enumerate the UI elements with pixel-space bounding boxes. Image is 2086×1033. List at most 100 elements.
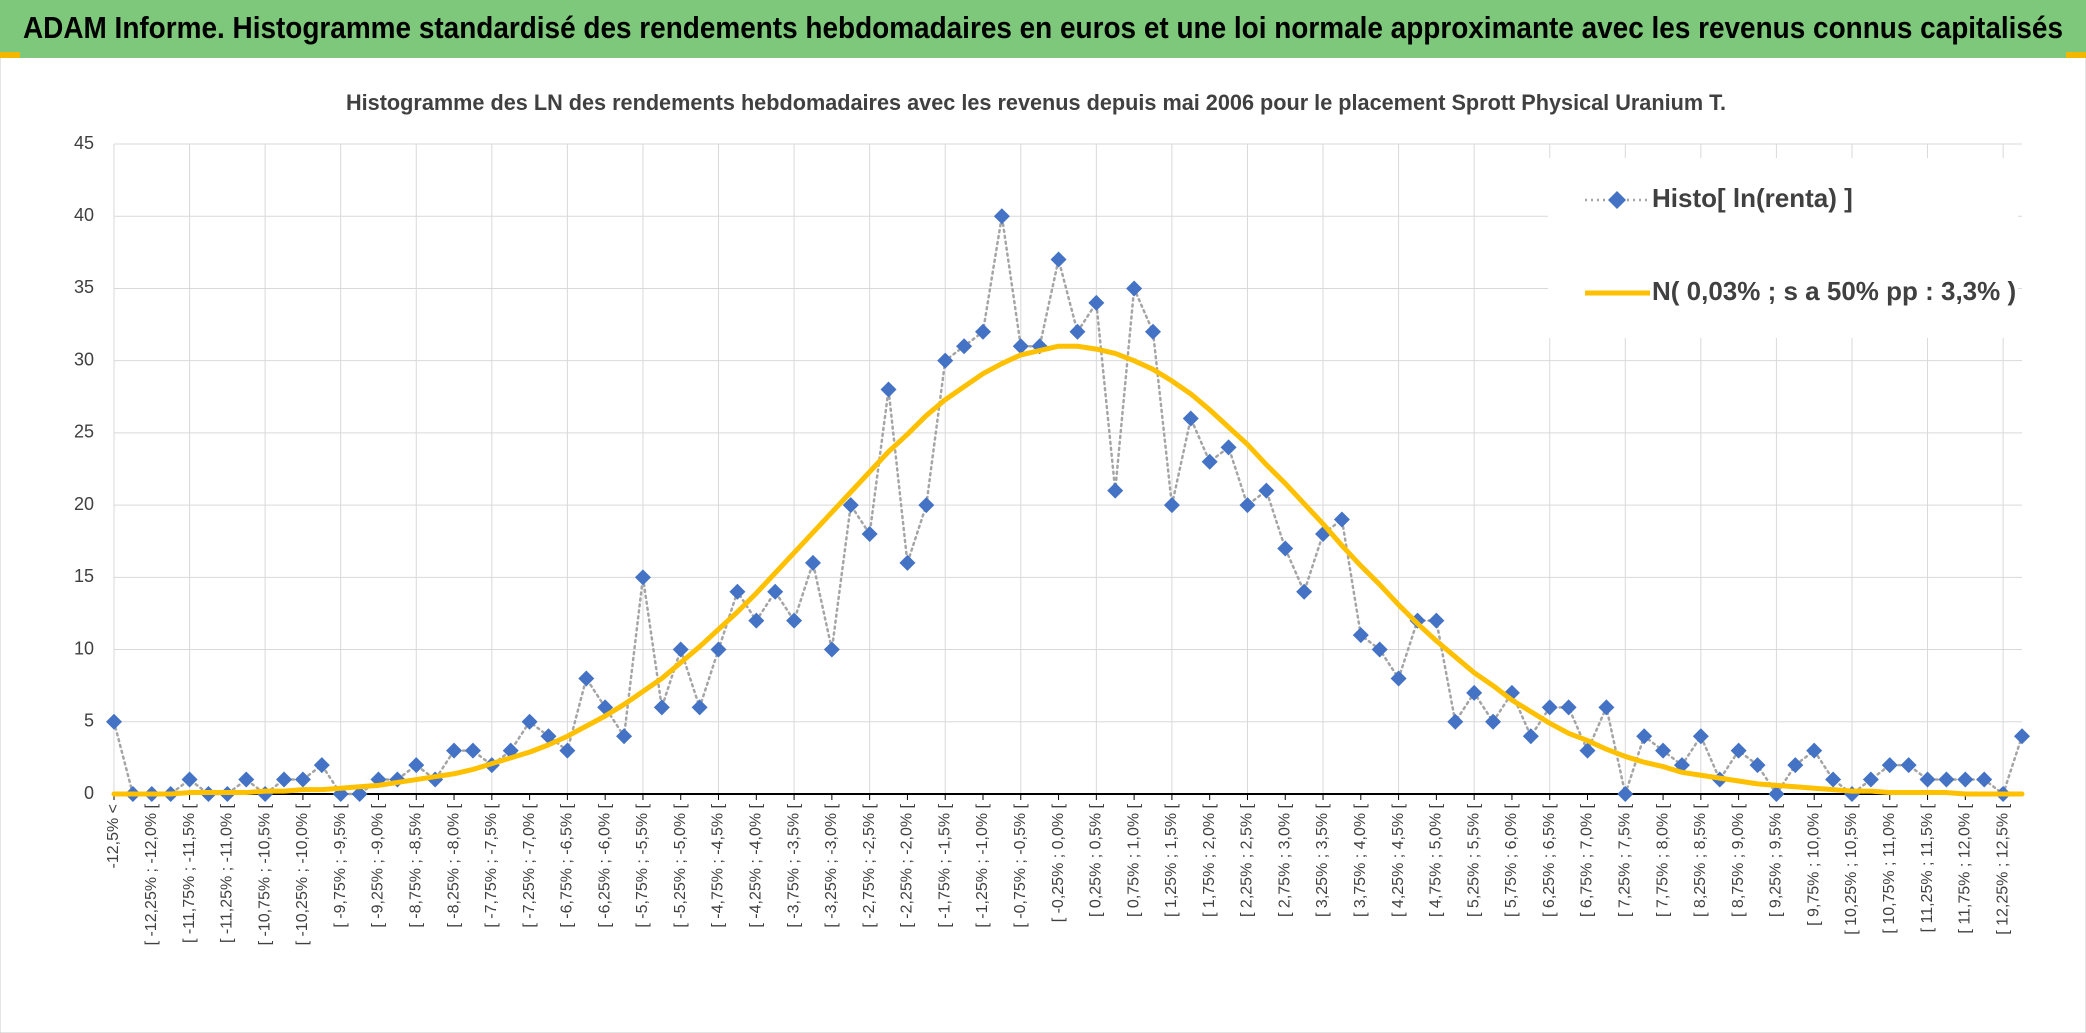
data-point [1258, 482, 1275, 499]
data-point [1126, 280, 1143, 297]
data-point [2014, 728, 2030, 745]
x-tick-label: [ 4,25% ; 4,5% [ [1390, 803, 1407, 917]
legend: Histo[ ln(renta) ] N( 0,03% ; s a 50% pp … [1548, 158, 2018, 338]
header-title: ADAM Informe. Histogramme standardisé de… [23, 10, 2063, 45]
legend-marker [1608, 191, 1626, 209]
data-point [540, 728, 557, 745]
x-tick-label: [ -12,25% ; -12,0% [ [143, 803, 160, 945]
data-point [710, 641, 727, 658]
x-tick-label: [ -9,25% ; -9,0% [ [370, 803, 387, 927]
x-tick-label: [ -5,75% ; -5,5% [ [634, 803, 651, 927]
data-point [748, 612, 765, 629]
x-tick-label: [ 6,25% ; 6,5% [ [1541, 803, 1558, 917]
x-tick-label: [ -11,75% ; -11,5% [ [181, 803, 198, 943]
data-point [1371, 641, 1388, 658]
data-point [1881, 757, 1898, 774]
x-tick-label: [ -2,75% ; -2,5% [ [861, 803, 878, 927]
data-point [616, 728, 633, 745]
data-point [672, 641, 689, 658]
x-tick-label: [ -5,25% ; -5,0% [ [672, 803, 689, 927]
x-tick-label: [ -8,25% ; -8,0% [ [445, 803, 462, 927]
data-point [861, 526, 878, 542]
data-point [1522, 728, 1539, 745]
data-point [1447, 713, 1464, 730]
y-tick-label: 25 [74, 422, 94, 442]
data-point [880, 381, 897, 398]
data-point [1617, 786, 1634, 802]
x-tick-label: [ 2,25% ; 2,5% [ [1239, 803, 1256, 917]
banner-accent [0, 52, 20, 58]
data-point [1730, 742, 1747, 759]
data-point [729, 583, 746, 600]
x-tick-label: [ -1,25% ; -1,0% [ [974, 803, 991, 927]
data-point [1579, 742, 1596, 759]
x-tick-label: [ 7,75% ; 8,0% [ [1654, 803, 1671, 917]
data-point [578, 670, 595, 687]
legend-label: Histo[ ln(renta) ] [1652, 183, 1853, 213]
x-tick-label: [ -2,25% ; -2,0% [ [899, 803, 916, 927]
x-tick-label: [ -11,25% ; -11,0% [ [219, 803, 236, 943]
data-point [842, 497, 859, 514]
x-tick-label: [ 1,25% ; 1,5% [ [1163, 803, 1180, 917]
x-tick-label: [ -1,75% ; -1,5% [ [936, 803, 953, 927]
data-point [1787, 757, 1804, 774]
data-point [823, 641, 840, 658]
banner-accent [2066, 52, 2086, 58]
data-point [1768, 786, 1785, 802]
data-point [1825, 771, 1842, 788]
data-point [1919, 771, 1936, 788]
data-point [559, 742, 576, 759]
data-point [1145, 323, 1162, 340]
x-tick-label: [ 6,75% ; 7,0% [ [1579, 803, 1596, 917]
y-tick-label: 15 [74, 566, 94, 586]
data-point [691, 699, 708, 716]
data-point [1428, 612, 1445, 629]
y-tick-label: 0 [84, 783, 94, 803]
x-tick-label: [ -7,25% ; -7,0% [ [521, 803, 538, 927]
data-point [1220, 439, 1237, 456]
data-point [767, 583, 784, 600]
data-point [313, 757, 330, 774]
x-tick-label: [ 4,75% ; 5,0% [ [1428, 803, 1445, 917]
data-point [1636, 728, 1653, 745]
data-point [1466, 684, 1483, 701]
x-tick-label: -12,5% < [105, 804, 122, 868]
x-tick-label: [ -0,25% ; 0,0% [ [1050, 803, 1067, 922]
x-tick-label: [ -0,75% ; -0,5% [ [1012, 803, 1029, 927]
data-point [238, 771, 255, 788]
data-point [1296, 583, 1313, 600]
data-point [1390, 670, 1407, 687]
data-point [1749, 757, 1766, 774]
data-point [918, 497, 935, 514]
data-point [106, 713, 122, 730]
data-point [899, 554, 916, 571]
data-point [1201, 453, 1218, 470]
data-point [351, 786, 368, 802]
data-point [937, 352, 954, 369]
x-tick-label: [ 5,25% ; 5,5% [ [1465, 803, 1482, 917]
data-point [464, 742, 481, 759]
x-tick-label: [ -4,25% ; -4,0% [ [748, 803, 765, 927]
data-point [1938, 771, 1955, 788]
x-tick-label: [ 2,75% ; 3,0% [ [1276, 803, 1293, 917]
x-tick-label: [ -4,75% ; -4,5% [ [710, 803, 727, 927]
data-point [1012, 338, 1029, 355]
y-tick-label: 35 [74, 277, 94, 297]
y-tick-label: 20 [74, 494, 94, 514]
series-line [111, 343, 2025, 797]
x-tick-label: [ 3,25% ; 3,5% [ [1314, 803, 1331, 917]
y-tick-label: 40 [74, 205, 94, 225]
legend-label: N( 0,03% ; s a 50% pp : 3,3% ) [1652, 276, 2016, 306]
data-point [1957, 771, 1974, 788]
x-tick-label: [ 5,75% ; 6,0% [ [1503, 803, 1520, 917]
data-point [1088, 294, 1105, 311]
data-point [1692, 728, 1709, 745]
x-tick-label: [ 0,75% ; 1,0% [ [1125, 803, 1142, 917]
data-point [956, 338, 973, 355]
x-tick-label: [ 8,75% ; 9,0% [ [1730, 803, 1747, 917]
data-point [1107, 482, 1124, 499]
data-point [1182, 410, 1199, 427]
data-point [1163, 497, 1180, 514]
x-tick-label: [ 10,75% ; 11,0% [ [1881, 803, 1898, 933]
